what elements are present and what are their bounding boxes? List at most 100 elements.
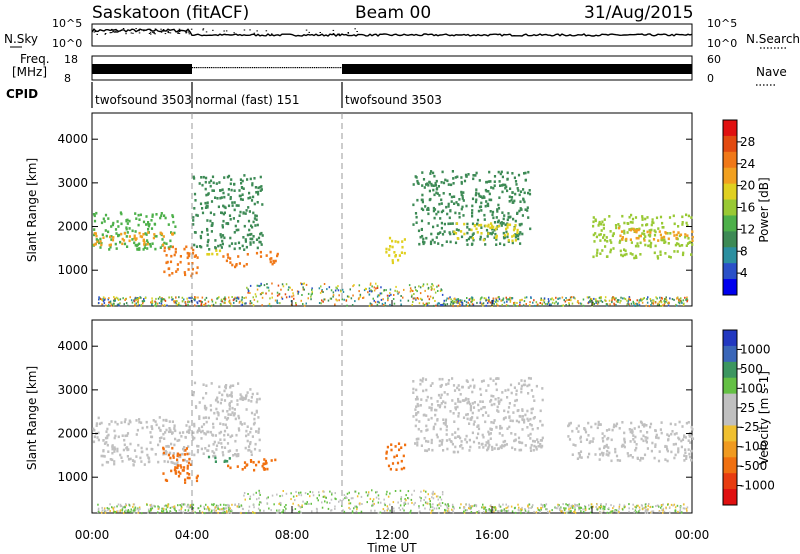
ground-cell (465, 503, 467, 506)
data-cell (469, 408, 472, 412)
data-cell (215, 444, 219, 448)
data-cell (198, 182, 201, 185)
data-cell (465, 413, 468, 417)
data-cell (102, 217, 105, 221)
data-cell (654, 244, 657, 248)
data-cell (621, 214, 624, 218)
data-cell (389, 245, 392, 248)
ground-cell (134, 508, 137, 511)
data-cell (388, 254, 391, 257)
data-cell (420, 430, 423, 433)
ground-cell (564, 509, 566, 512)
ground-cell (562, 304, 564, 307)
ground-cell (636, 303, 639, 306)
data-cell (445, 383, 448, 386)
ground-cell (637, 304, 640, 307)
data-cell (454, 445, 457, 449)
ground-cell (652, 505, 654, 508)
ground-cell (565, 511, 568, 514)
ground-cell (626, 303, 628, 306)
nave-dot (340, 67, 342, 69)
ground-cell (624, 505, 626, 508)
ground-cell (276, 509, 278, 512)
data-cell (258, 438, 261, 442)
data-cell (687, 439, 690, 442)
data-cell (506, 178, 509, 181)
data-cell (155, 423, 158, 427)
ground-cell (252, 511, 254, 514)
ground-cell (244, 498, 246, 501)
data-cell (470, 236, 473, 239)
ground-cell (634, 305, 636, 307)
data-cell (511, 241, 514, 245)
data-cell (425, 429, 428, 432)
data-cell (436, 435, 439, 439)
ground-cell (376, 303, 379, 306)
data-cell (634, 448, 637, 452)
data-cell (144, 232, 147, 235)
nave-dot (336, 67, 338, 69)
data-cell (516, 187, 519, 190)
ground-cell (673, 298, 675, 301)
ground-cell (521, 506, 523, 509)
ground-cell (620, 299, 622, 302)
data-cell (594, 218, 597, 221)
data-cell (172, 452, 175, 455)
ground-cell (682, 299, 685, 302)
ground-cell (188, 296, 190, 299)
data-cell (114, 228, 118, 231)
data-cell (668, 255, 671, 258)
data-cell (415, 412, 418, 415)
nsearch-dot (167, 29, 169, 31)
data-cell (171, 461, 174, 465)
ground-cell (386, 294, 389, 297)
data-cell (659, 253, 662, 256)
data-cell (685, 221, 688, 225)
data-cell (449, 209, 452, 213)
data-cell (158, 437, 162, 440)
data-cell (188, 457, 191, 461)
data-cell (644, 436, 647, 439)
ground-cell (228, 504, 230, 507)
data-cell (197, 445, 200, 448)
ground-cell (98, 302, 100, 304)
data-cell (193, 192, 197, 196)
ground-cell (433, 507, 436, 510)
data-cell (425, 449, 429, 453)
ground-cell (407, 490, 410, 493)
nsearch-dot (114, 29, 116, 31)
data-cell (163, 460, 166, 463)
ground-cell (382, 508, 385, 511)
data-cell (204, 408, 207, 411)
data-cell (660, 238, 663, 242)
data-cell (681, 221, 684, 224)
data-cell (187, 262, 190, 265)
data-cell (685, 421, 688, 425)
ground-cell (528, 507, 530, 509)
colorbar-swatch (723, 199, 737, 216)
ground-cell (346, 492, 349, 495)
ground-cell (280, 296, 283, 299)
data-cell (251, 182, 254, 185)
ground-cell (465, 304, 468, 307)
nave-dot (263, 67, 265, 69)
ground-cell (381, 302, 384, 305)
data-cell (430, 441, 433, 445)
data-cell (388, 248, 391, 251)
ground-cell (189, 506, 191, 509)
data-cell (176, 458, 179, 462)
ground-cell (261, 304, 263, 307)
data-cell (651, 218, 654, 221)
data-cell (446, 212, 449, 216)
data-cell (453, 202, 456, 205)
data-cell (451, 222, 454, 225)
data-cell (627, 454, 630, 458)
data-cell (271, 262, 274, 266)
data-cell (443, 391, 446, 394)
data-cell (521, 418, 524, 421)
ground-cell (584, 507, 586, 510)
nsearch-dot (168, 32, 170, 34)
data-cell (221, 239, 224, 243)
data-cell (623, 248, 626, 251)
data-cell (198, 401, 201, 404)
